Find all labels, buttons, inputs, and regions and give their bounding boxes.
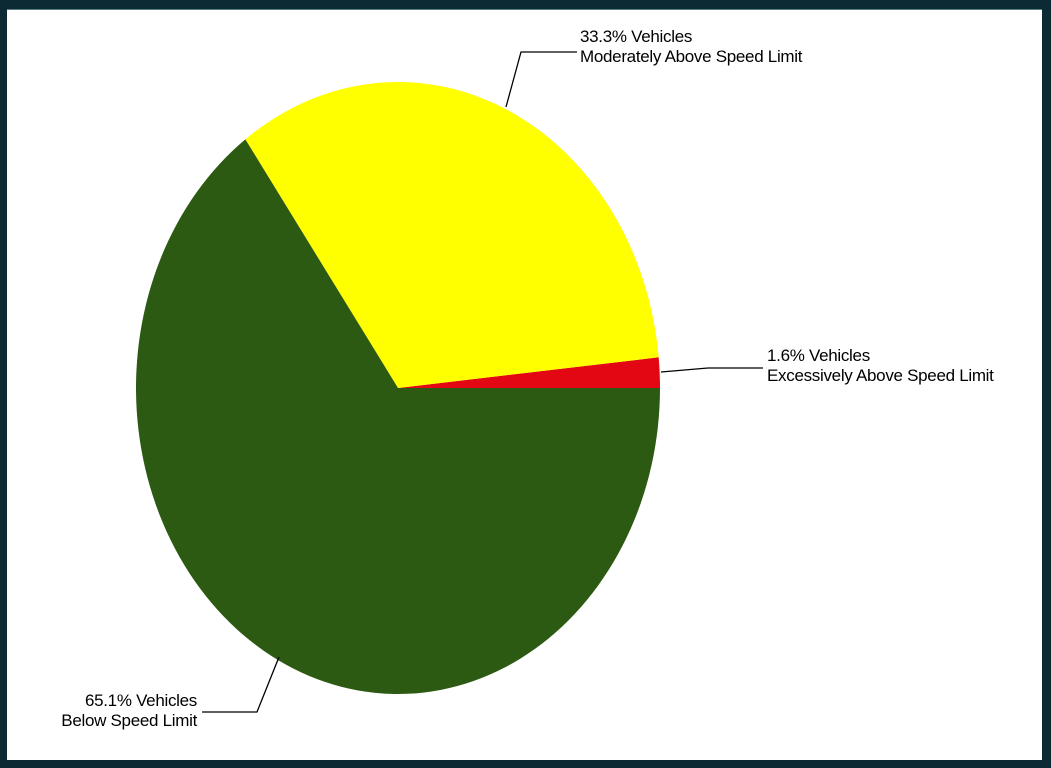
slice-sublabel-below: Below Speed Limit bbox=[61, 711, 197, 730]
slice-sublabel-moderate: Moderately Above Speed Limit bbox=[580, 47, 803, 66]
pie-slice-below bbox=[135, 139, 660, 695]
leader-line-below bbox=[202, 656, 280, 713]
leader-line-moderate bbox=[505, 51, 577, 108]
pie-slice-excessive bbox=[398, 357, 660, 388]
slice-sublabel-excessive: Excessively Above Speed Limit bbox=[767, 366, 994, 385]
leader-line-excessive bbox=[660, 367, 763, 373]
slice-label-moderate: 33.3% Vehicles bbox=[580, 27, 692, 46]
slice-label-excessive: 1.6% Vehicles bbox=[767, 346, 870, 365]
slice-label-below: 65.1% Vehicles bbox=[85, 691, 197, 710]
pie-slice-moderate bbox=[245, 82, 659, 388]
